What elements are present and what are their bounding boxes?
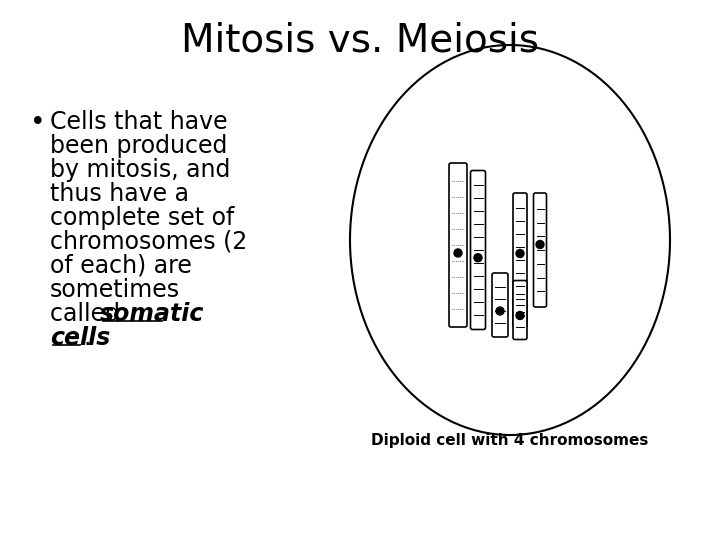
FancyBboxPatch shape — [513, 280, 527, 340]
Circle shape — [516, 312, 524, 320]
Text: Cells that have: Cells that have — [50, 110, 228, 134]
FancyBboxPatch shape — [470, 171, 485, 329]
Text: •: • — [30, 110, 45, 136]
FancyBboxPatch shape — [513, 193, 527, 327]
FancyBboxPatch shape — [534, 193, 546, 307]
Text: Diploid cell with 4 chromosomes: Diploid cell with 4 chromosomes — [372, 433, 649, 448]
Text: of each) are: of each) are — [50, 254, 192, 278]
Text: Mitosis vs. Meiosis: Mitosis vs. Meiosis — [181, 21, 539, 59]
Text: sometimes: sometimes — [50, 278, 180, 302]
Circle shape — [536, 240, 544, 248]
FancyBboxPatch shape — [449, 163, 467, 327]
Text: chromosomes (2: chromosomes (2 — [50, 230, 247, 254]
Text: complete set of: complete set of — [50, 206, 235, 230]
Circle shape — [474, 254, 482, 262]
Text: called: called — [50, 302, 127, 326]
Text: somatic: somatic — [100, 302, 204, 326]
Circle shape — [516, 249, 524, 258]
FancyBboxPatch shape — [492, 273, 508, 337]
Text: cells: cells — [50, 326, 110, 350]
Circle shape — [496, 307, 504, 315]
Circle shape — [454, 249, 462, 257]
Text: by mitosis, and: by mitosis, and — [50, 158, 230, 182]
Text: been produced: been produced — [50, 134, 228, 158]
Text: thus have a: thus have a — [50, 182, 189, 206]
Text: .: . — [83, 326, 91, 350]
